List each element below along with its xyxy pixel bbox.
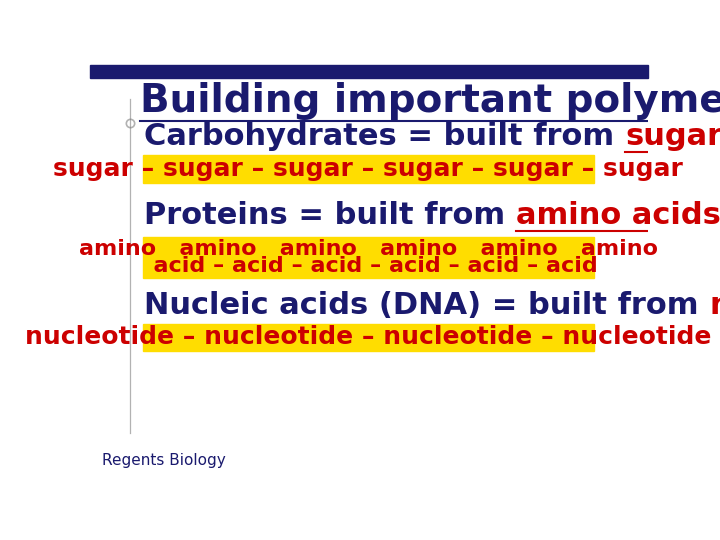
Text: amino acids: amino acids [516, 201, 720, 231]
Text: acid – acid – acid – acid – acid – acid: acid – acid – acid – acid – acid – acid [138, 256, 598, 276]
Text: Proteins = built from: Proteins = built from [144, 201, 516, 231]
Bar [90, 65, 648, 78]
Text: Nucleic acids (DNA) = built from: Nucleic acids (DNA) = built from [144, 292, 709, 320]
Text: sugar – sugar – sugar – sugar – sugar – sugar: sugar – sugar – sugar – sugar – sugar – … [53, 157, 683, 181]
Text: sugars: sugars [625, 122, 720, 151]
Text: amino   amino   amino   amino   amino   amino: amino amino amino amino amino amino [78, 239, 658, 259]
Text: nucleotide – nucleotide – nucleotide – nucleotide: nucleotide – nucleotide – nucleotide – n… [25, 326, 711, 349]
Text: Carbohydrates = built from: Carbohydrates = built from [144, 122, 625, 151]
FancyBboxPatch shape [143, 237, 594, 278]
Text: Building important polymers: Building important polymers [140, 82, 720, 120]
Text: nucleotides: nucleotides [709, 292, 720, 320]
FancyBboxPatch shape [143, 323, 594, 351]
Text: Regents Biology: Regents Biology [102, 453, 225, 468]
FancyBboxPatch shape [143, 155, 594, 183]
